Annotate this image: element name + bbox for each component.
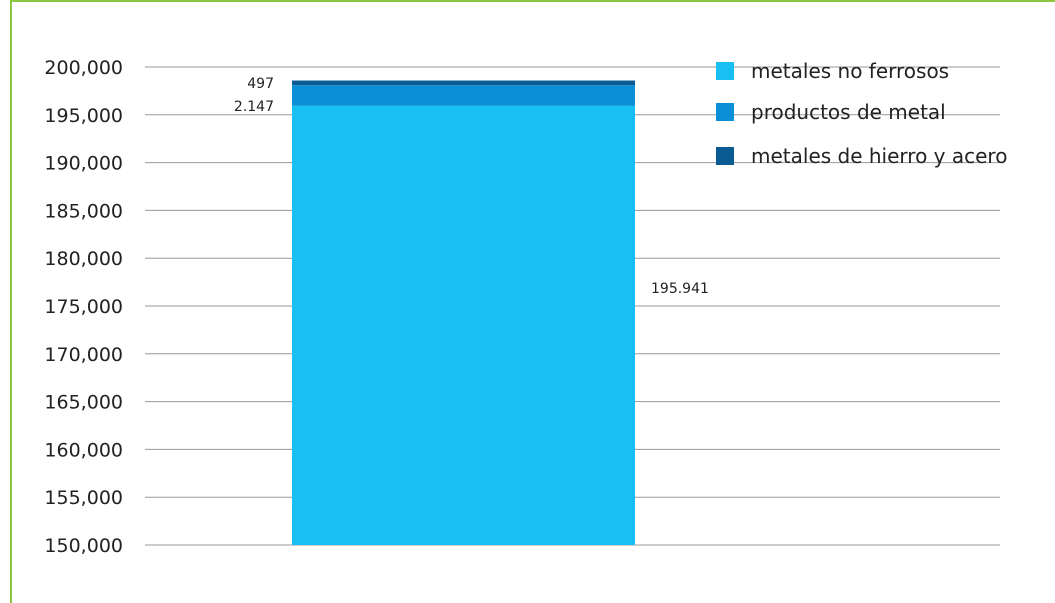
legend-swatch (716, 62, 734, 80)
legend-label: metales no ferrosos (751, 59, 949, 83)
chart-frame (10, 0, 1055, 603)
data-label: 195.941 (651, 281, 709, 297)
legend-swatch (716, 147, 734, 165)
y-axis: 150,000 155,000 160,000 165,000 170,000 175,0… (44, 57, 123, 557)
legend-label: metales de hierro y acero (751, 144, 1007, 168)
legend-swatch (716, 103, 734, 121)
data-label: 2.147 (234, 99, 274, 115)
legend-label: productos de metal (751, 100, 946, 124)
y-tick-label: 180,000 (44, 248, 123, 270)
data-labels: 195.941 2.147 497 (234, 76, 709, 297)
y-tick-label: 165,000 (44, 392, 123, 414)
bar-segment (292, 85, 635, 106)
y-tick-label: 170,000 (44, 344, 123, 366)
y-tick-label: 175,000 (44, 296, 123, 318)
y-tick-label: 195,000 (44, 105, 123, 127)
y-tick-label: 150,000 (44, 535, 123, 557)
y-tick-label: 155,000 (44, 487, 123, 509)
data-label: 497 (247, 76, 274, 92)
bar-segment (292, 80, 635, 86)
y-tick-label: 200,000 (44, 57, 123, 79)
legend: metales no ferrosos productos de metal met… (716, 59, 1007, 168)
y-tick-label: 190,000 (44, 153, 123, 175)
y-tick-label: 160,000 (44, 439, 123, 461)
bars (292, 80, 635, 545)
bar-segment (292, 105, 635, 545)
y-tick-label: 185,000 (44, 200, 123, 222)
